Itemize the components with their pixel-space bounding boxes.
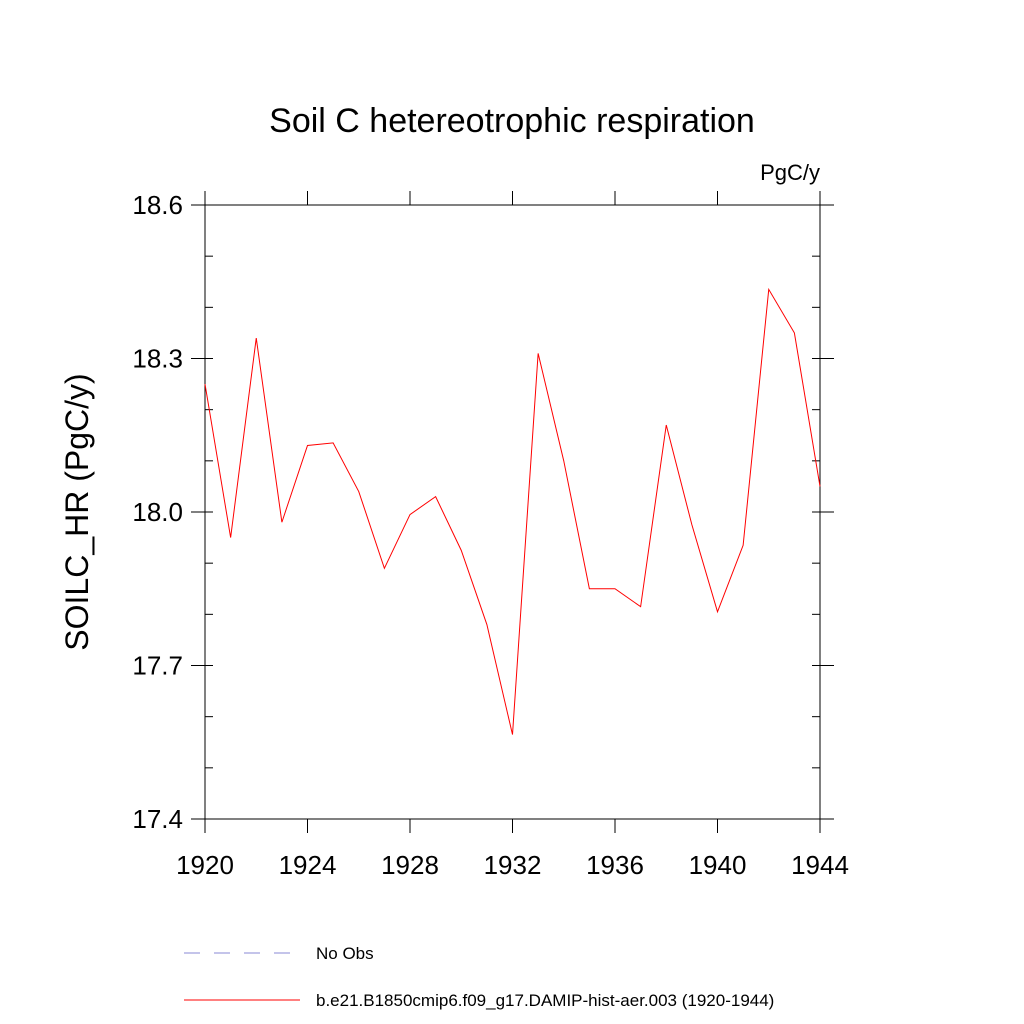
series-line	[204, 287, 821, 735]
legend-label-no-obs: No Obs	[316, 944, 374, 963]
y-tick-label: 17.4	[132, 804, 183, 834]
x-tick-label: 1932	[484, 850, 542, 880]
axes	[204, 204, 821, 820]
x-tick-label: 1936	[586, 850, 644, 880]
y-tick-label: 18.3	[132, 344, 183, 374]
chart-title: Soil C hetereotrophic respiration	[269, 102, 755, 140]
units-label: PgC/y	[760, 160, 820, 185]
y-tick-label: 18.6	[132, 190, 183, 220]
ticks: 1920 1924 1928 1932 1936 1940 1944 17.4 17.7 18.0…	[132, 190, 849, 880]
x-tick-label: 1920	[176, 850, 234, 880]
legend-label-series: b.e21.B1850cmip6.f09_g17.DAMIP-hist-aer.…	[316, 991, 774, 1010]
x-tick-label: 1940	[689, 850, 747, 880]
x-tick-label: 1928	[381, 850, 439, 880]
legend: No Obs b.e21.B1850cmip6.f09_g17.DAMIP-hi…	[184, 944, 774, 1010]
plot-frame	[204, 204, 821, 820]
y-axis-label: SOILC_HR (PgC/y)	[59, 373, 95, 650]
y-tick-label: 17.7	[132, 651, 183, 681]
x-tick-label: 1944	[791, 850, 849, 880]
series	[204, 287, 821, 735]
x-tick-label: 1924	[279, 850, 337, 880]
y-tick-label: 18.0	[132, 497, 183, 527]
